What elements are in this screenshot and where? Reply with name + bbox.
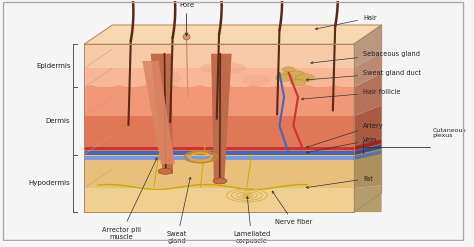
Text: Arrector pili
muscle: Arrector pili muscle bbox=[102, 158, 157, 240]
Ellipse shape bbox=[291, 79, 306, 86]
Ellipse shape bbox=[281, 70, 306, 81]
Polygon shape bbox=[354, 145, 382, 155]
Polygon shape bbox=[354, 139, 382, 150]
Polygon shape bbox=[84, 155, 354, 188]
Polygon shape bbox=[151, 54, 173, 174]
Polygon shape bbox=[84, 188, 354, 212]
Ellipse shape bbox=[201, 62, 247, 74]
Polygon shape bbox=[84, 116, 354, 155]
Polygon shape bbox=[84, 87, 354, 116]
Ellipse shape bbox=[213, 178, 227, 184]
Text: Sebaceous gland: Sebaceous gland bbox=[311, 51, 420, 64]
Polygon shape bbox=[84, 68, 354, 87]
Polygon shape bbox=[84, 25, 382, 44]
Ellipse shape bbox=[145, 71, 182, 85]
Polygon shape bbox=[142, 61, 175, 164]
Polygon shape bbox=[354, 185, 382, 212]
Polygon shape bbox=[84, 156, 354, 160]
Polygon shape bbox=[354, 105, 382, 155]
Text: Lameliated
corpuscle: Lameliated corpuscle bbox=[233, 196, 270, 244]
Text: Hair: Hair bbox=[315, 15, 377, 30]
Text: Nerve fiber: Nerve fiber bbox=[272, 191, 312, 225]
Ellipse shape bbox=[244, 194, 250, 197]
Polygon shape bbox=[151, 54, 173, 174]
Text: Vein: Vein bbox=[306, 137, 377, 153]
Polygon shape bbox=[354, 25, 382, 68]
Text: Epidermis: Epidermis bbox=[36, 63, 70, 69]
Ellipse shape bbox=[283, 67, 295, 72]
Polygon shape bbox=[354, 52, 382, 87]
Polygon shape bbox=[211, 54, 232, 183]
Text: Sweat
gland: Sweat gland bbox=[167, 177, 191, 244]
Ellipse shape bbox=[158, 168, 172, 174]
Polygon shape bbox=[211, 54, 232, 183]
Ellipse shape bbox=[296, 74, 314, 82]
Text: Fat: Fat bbox=[306, 176, 373, 188]
Polygon shape bbox=[84, 147, 354, 150]
Text: Sweat gland duct: Sweat gland duct bbox=[306, 70, 421, 81]
Polygon shape bbox=[354, 148, 382, 188]
Polygon shape bbox=[84, 151, 354, 155]
Polygon shape bbox=[84, 44, 354, 68]
Text: Cutaneous
plexus: Cutaneous plexus bbox=[433, 127, 466, 138]
Ellipse shape bbox=[183, 34, 190, 40]
Polygon shape bbox=[142, 61, 175, 164]
Text: Hypodermis: Hypodermis bbox=[28, 180, 70, 186]
Text: Pore: Pore bbox=[179, 2, 194, 36]
Ellipse shape bbox=[242, 74, 270, 86]
Text: Artery: Artery bbox=[306, 123, 383, 148]
Polygon shape bbox=[354, 73, 382, 116]
Polygon shape bbox=[354, 150, 382, 160]
Ellipse shape bbox=[275, 74, 293, 81]
Text: Hair follicle: Hair follicle bbox=[301, 89, 401, 100]
Text: Dermis: Dermis bbox=[46, 118, 70, 124]
